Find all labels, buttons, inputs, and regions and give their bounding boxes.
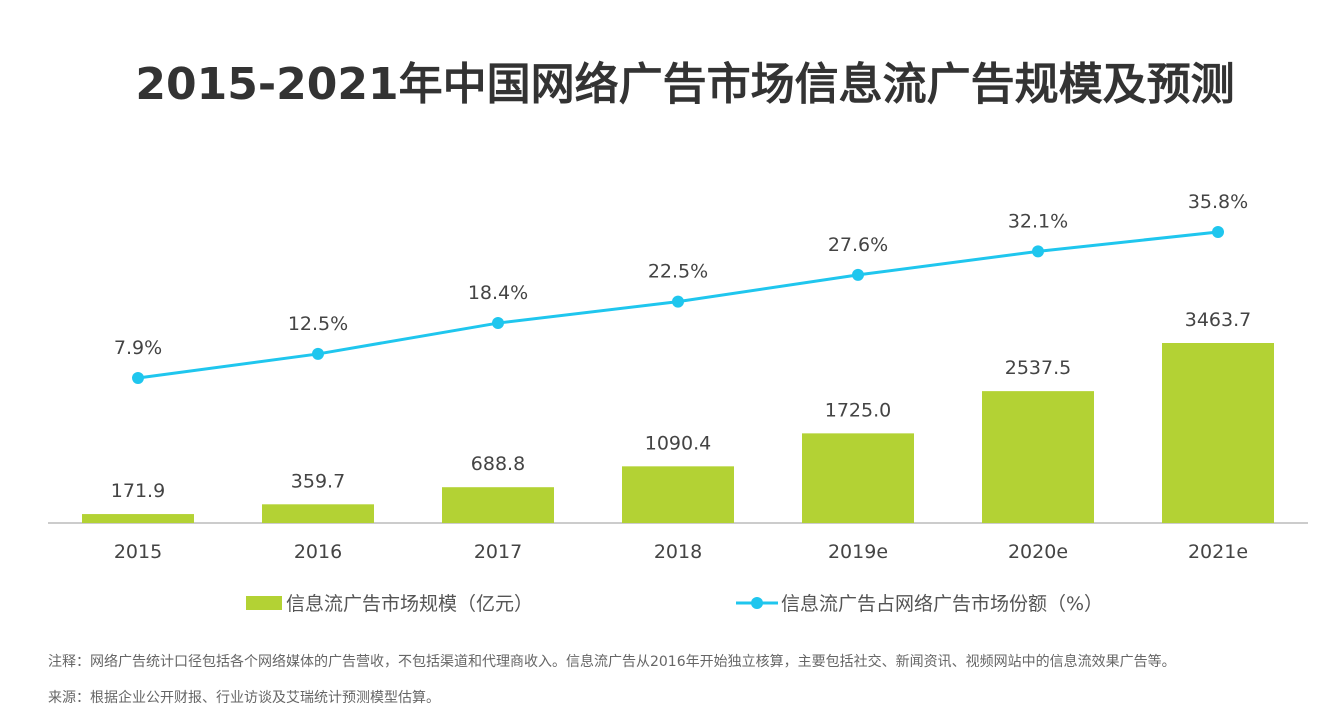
- share-label-2018: 22.5%: [648, 261, 708, 283]
- bar-label-2020e: 2537.5: [1005, 357, 1071, 379]
- bar-2019e: [802, 433, 914, 523]
- legend-line-marker: [751, 597, 763, 609]
- share-point-2017: [492, 317, 504, 330]
- bar-label-2015: 171.9: [111, 480, 165, 502]
- bar-2018: [622, 466, 734, 523]
- x-tick-2018: 2018: [654, 541, 702, 563]
- bar-label-2019e: 1725.0: [825, 399, 891, 421]
- bar-2015: [82, 514, 194, 523]
- x-tick-2017: 2017: [474, 541, 522, 563]
- bar-2020e: [982, 391, 1094, 523]
- share-point-2015: [132, 372, 144, 384]
- share-label-2017: 18.4%: [468, 282, 528, 304]
- share-label-2021e: 35.8%: [1188, 191, 1248, 213]
- x-tick-2021e: 2021e: [1188, 541, 1248, 563]
- x-tick-2020e: 2020e: [1008, 541, 1068, 563]
- source-note: 来源：根据企业公开财报、行业访谈及艾瑞统计预测模型估算。: [48, 690, 440, 706]
- bar-label-2017: 688.8: [471, 453, 525, 475]
- x-tick-2015: 2015: [114, 541, 162, 563]
- legend-bar-swatch: [246, 596, 282, 610]
- footnote: 注释：网络广告统计口径包括各个网络媒体的广告营收，不包括渠道和代理商收入。信息流…: [48, 654, 1176, 670]
- share-point-2021e: [1212, 226, 1224, 238]
- share-label-2016: 12.5%: [288, 313, 348, 335]
- bar-label-2016: 359.7: [291, 470, 345, 492]
- bar-2017: [442, 487, 554, 523]
- bar-label-2021e: 3463.7: [1185, 309, 1251, 331]
- share-label-2020e: 32.1%: [1008, 210, 1068, 232]
- share-point-2020e: [1032, 245, 1044, 258]
- x-tick-2019e: 2019e: [828, 541, 888, 563]
- chart-title: 2015-2021年中国网络广告市场信息流广告规模及预测: [135, 59, 1235, 110]
- x-tick-2016: 2016: [294, 541, 342, 563]
- bar-2016: [262, 504, 374, 523]
- share-point-2018: [672, 295, 684, 308]
- legend-bar-label: 信息流广告市场规模（亿元）: [286, 593, 533, 615]
- legend-line-label: 信息流广告占网络广告市场份额（%）: [781, 593, 1103, 615]
- bar-2021e: [1162, 343, 1274, 523]
- share-point-2019e: [852, 268, 864, 281]
- share-label-2015: 7.9%: [114, 337, 162, 359]
- bar-label-2018: 1090.4: [645, 432, 711, 454]
- share-label-2019e: 27.6%: [828, 234, 888, 256]
- share-point-2016: [312, 347, 324, 360]
